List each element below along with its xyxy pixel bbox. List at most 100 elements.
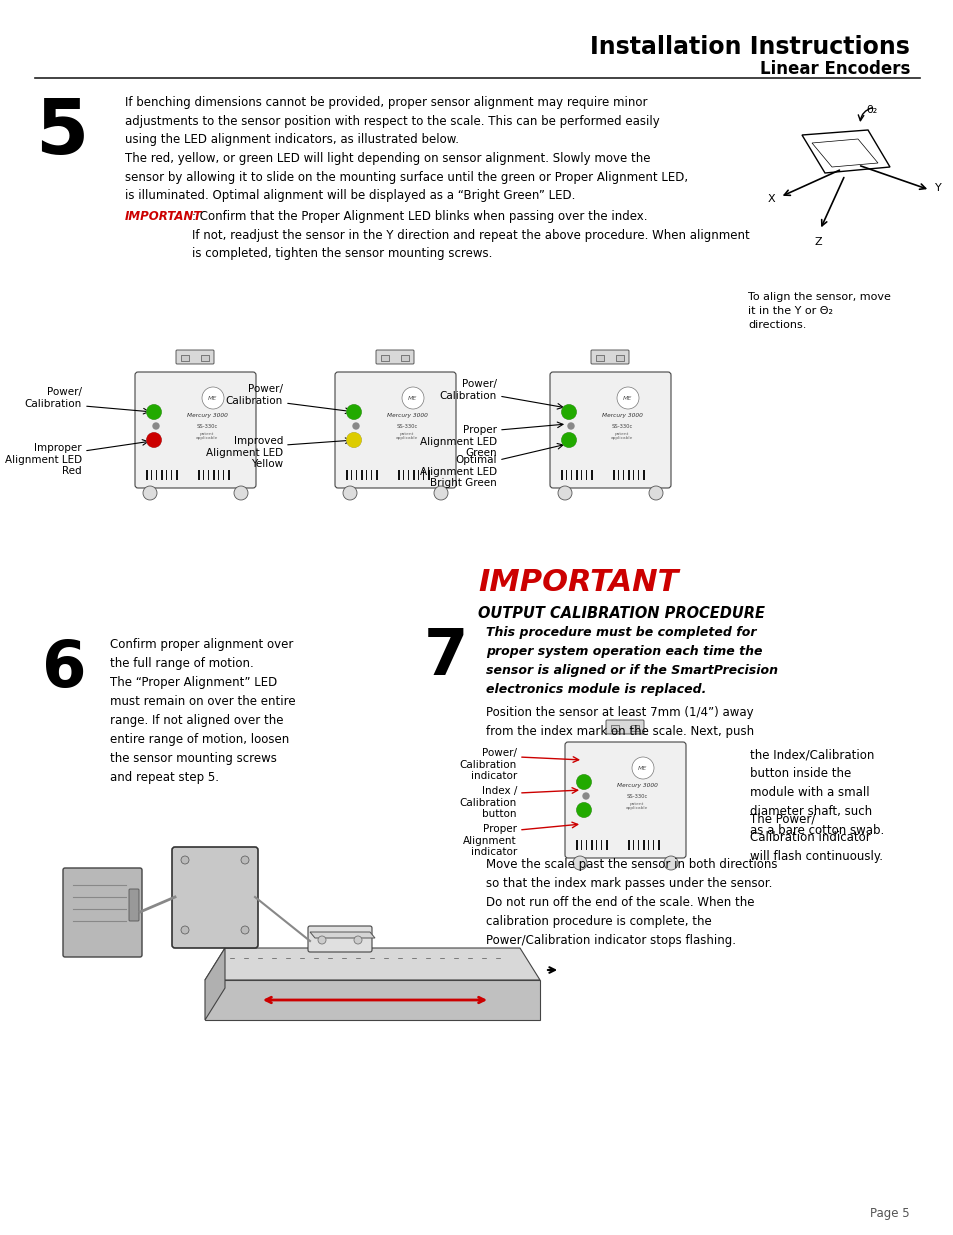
Bar — [422, 471, 423, 480]
Bar — [565, 471, 566, 480]
Text: patent
applicable: patent applicable — [395, 432, 417, 441]
Circle shape — [233, 487, 248, 500]
Text: The red, yellow, or green LED will light depending on sensor alignment. Slowly m: The red, yellow, or green LED will light… — [125, 152, 687, 203]
Bar — [627, 471, 629, 480]
Bar — [633, 840, 634, 850]
Bar — [228, 471, 230, 480]
FancyBboxPatch shape — [590, 350, 628, 364]
Text: Position the sensor at least 7mm (1/4”) away
from the index mark on the scale. N: Position the sensor at least 7mm (1/4”) … — [485, 706, 753, 739]
Text: Mercury 3000: Mercury 3000 — [187, 412, 227, 417]
Text: Proper
Alignment LED
Green: Proper Alignment LED Green — [419, 425, 497, 458]
Circle shape — [663, 856, 678, 869]
Text: the Index/Calibration
button inside the
module with a small
diameter shaft, such: the Index/Calibration button inside the … — [749, 748, 883, 837]
Circle shape — [241, 856, 249, 864]
Bar — [161, 471, 163, 480]
Bar — [417, 471, 418, 480]
Polygon shape — [205, 981, 539, 1020]
Circle shape — [347, 405, 360, 419]
FancyBboxPatch shape — [63, 868, 142, 957]
Bar — [610, 725, 618, 731]
Bar — [638, 471, 639, 480]
Text: 5: 5 — [35, 96, 89, 170]
Bar — [223, 471, 224, 480]
Bar — [627, 840, 629, 850]
FancyBboxPatch shape — [172, 847, 257, 948]
Text: ME: ME — [622, 395, 632, 400]
Text: Installation Instructions: Installation Instructions — [590, 35, 909, 59]
Bar — [346, 471, 348, 480]
Text: IMPORTANT: IMPORTANT — [477, 568, 678, 597]
Bar — [366, 471, 367, 480]
Text: 7: 7 — [423, 626, 468, 688]
Text: The Power/
Calibration indicator
will flash continuously.: The Power/ Calibration indicator will fl… — [749, 811, 882, 863]
Circle shape — [561, 405, 576, 419]
Circle shape — [147, 433, 161, 447]
Bar — [371, 471, 372, 480]
Bar — [590, 471, 593, 480]
Circle shape — [143, 487, 157, 500]
Polygon shape — [205, 948, 539, 981]
Text: patent
applicable: patent applicable — [195, 432, 218, 441]
Bar — [181, 354, 189, 361]
Circle shape — [152, 424, 159, 429]
Bar — [596, 840, 597, 850]
Text: SS-330c: SS-330c — [626, 794, 647, 799]
Bar — [203, 471, 204, 480]
Text: ME: ME — [638, 766, 647, 771]
Bar — [633, 471, 634, 480]
Text: Power/
Calibration: Power/ Calibration — [439, 379, 497, 401]
Bar — [355, 471, 356, 480]
Text: Improved
Alignment LED
Yellow: Improved Alignment LED Yellow — [206, 436, 283, 469]
Text: Mercury 3000: Mercury 3000 — [386, 412, 427, 417]
Bar — [560, 471, 562, 480]
Bar — [166, 471, 167, 480]
Bar — [571, 471, 572, 480]
Bar — [596, 354, 603, 361]
Text: patent
applicable: patent applicable — [625, 802, 647, 810]
Bar — [208, 471, 209, 480]
Bar — [576, 471, 578, 480]
Bar — [218, 471, 219, 480]
Text: 6: 6 — [42, 638, 86, 700]
Text: IMPORTANT: IMPORTANT — [125, 210, 202, 224]
Text: OUTPUT CALIBRATION PROCEDURE: OUTPUT CALIBRATION PROCEDURE — [477, 606, 764, 621]
Text: To align the sensor, move
it in the Y or Θ₂
directions.: To align the sensor, move it in the Y or… — [747, 291, 890, 330]
Circle shape — [567, 424, 574, 429]
Bar — [585, 471, 586, 480]
Text: Power/
Calibration: Power/ Calibration — [25, 388, 82, 409]
Bar — [642, 471, 644, 480]
Bar — [198, 471, 200, 480]
Bar — [413, 471, 415, 480]
FancyBboxPatch shape — [135, 372, 255, 488]
Polygon shape — [310, 932, 375, 939]
Text: Z: Z — [813, 237, 821, 247]
Bar — [647, 840, 648, 850]
Text: If benching dimensions cannot be provided, proper sensor alignment may require m: If benching dimensions cannot be provide… — [125, 96, 659, 146]
Text: Linear Encoders: Linear Encoders — [759, 61, 909, 78]
Bar — [616, 354, 623, 361]
Text: Power/
Calibration: Power/ Calibration — [226, 384, 283, 406]
Bar — [630, 725, 639, 731]
Bar — [580, 471, 581, 480]
Text: Page 5: Page 5 — [869, 1207, 909, 1220]
Circle shape — [181, 856, 189, 864]
FancyBboxPatch shape — [550, 372, 670, 488]
Text: θ₂: θ₂ — [865, 105, 877, 115]
Bar — [576, 840, 578, 850]
Circle shape — [561, 433, 576, 447]
Circle shape — [617, 387, 639, 409]
Text: Move the scale past the sensor in both directions
so that the index mark passes : Move the scale past the sensor in both d… — [485, 858, 777, 947]
Bar — [213, 471, 214, 480]
Circle shape — [354, 936, 361, 944]
Polygon shape — [205, 948, 225, 1020]
FancyBboxPatch shape — [335, 372, 456, 488]
Circle shape — [573, 856, 586, 869]
Bar — [375, 471, 377, 480]
Text: ME: ME — [408, 395, 417, 400]
Circle shape — [147, 405, 161, 419]
Text: Y: Y — [934, 183, 941, 193]
Text: Index /
Calibration
button: Index / Calibration button — [459, 785, 517, 819]
FancyBboxPatch shape — [129, 889, 139, 921]
Circle shape — [648, 487, 662, 500]
FancyBboxPatch shape — [308, 926, 372, 952]
